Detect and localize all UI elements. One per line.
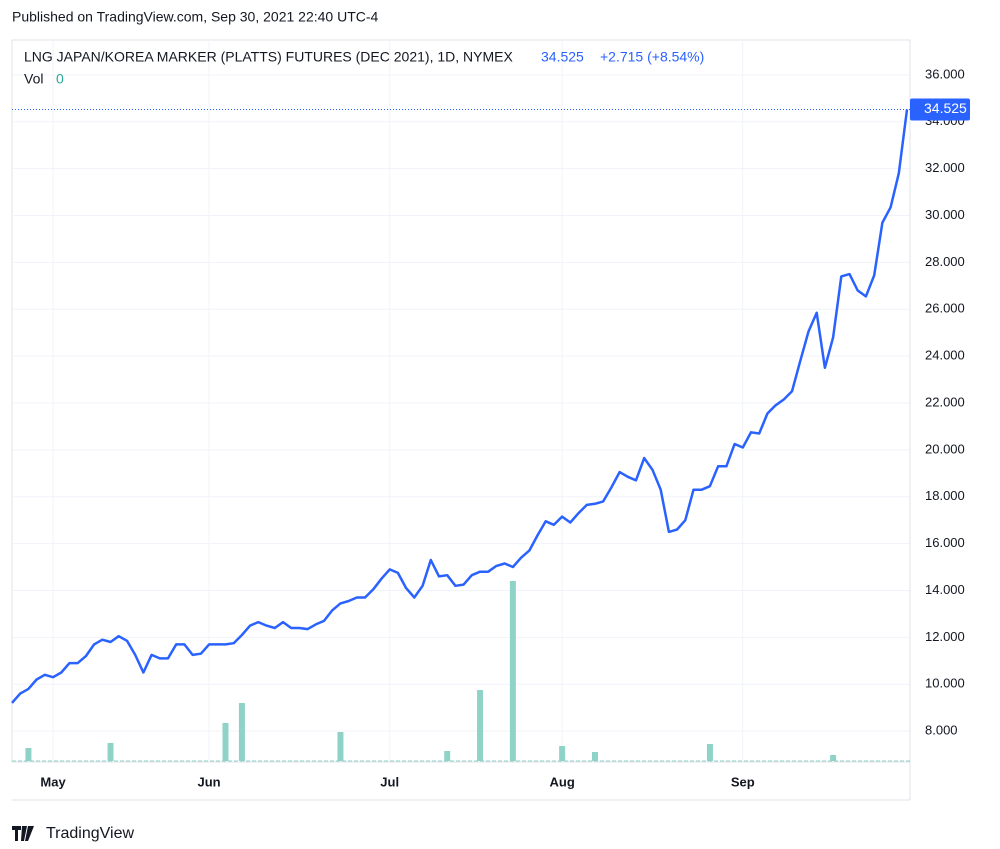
published-note: Published on TradingView.com, Sep 30, 20… (12, 9, 379, 25)
y-tick-label: 18.000 (925, 488, 965, 503)
x-tick-label: May (40, 774, 66, 789)
y-tick-label: 26.000 (925, 301, 965, 316)
volume-bar (337, 732, 344, 761)
volume-value: 0 (56, 71, 64, 87)
price-change: +2.715 (+8.54%) (600, 49, 704, 65)
plot-frame (11, 39, 911, 763)
symbol-title: LNG JAPAN/KOREA MARKER (PLATTS) FUTURES … (24, 49, 513, 65)
y-tick-label: 28.000 (925, 254, 965, 269)
y-tick-label: 14.000 (925, 582, 965, 597)
y-tick-label: 16.000 (925, 535, 965, 550)
volume-bar (222, 723, 229, 761)
y-tick-label: 8.000 (925, 723, 958, 738)
x-tick-label: Jun (198, 774, 221, 789)
volume-bar (591, 752, 598, 761)
x-tick-label: Sep (731, 774, 755, 789)
volume-label: Vol (24, 71, 43, 87)
volume-bar (509, 581, 516, 761)
y-tick-label: 32.000 (925, 160, 965, 175)
x-tick-label: Jul (380, 774, 399, 789)
y-tick-label: 22.000 (925, 394, 965, 409)
logo-mark (12, 826, 34, 841)
volume-bar (477, 690, 484, 761)
volume-bar (238, 703, 245, 761)
price-tag (910, 98, 970, 121)
price-tag-label: 34.525 (924, 100, 967, 116)
brand-logo (12, 826, 34, 841)
y-tick-label: 36.000 (925, 66, 965, 81)
volume-bar (559, 746, 566, 761)
last-price: 34.525 (541, 49, 584, 65)
y-tick-label: 30.000 (925, 207, 965, 222)
volume-bar (444, 751, 451, 761)
y-tick-label: 10.000 (925, 676, 965, 691)
price-line (11, 109, 909, 704)
grid (12, 40, 910, 762)
brand-logo-text: TradingView (46, 825, 134, 842)
volume-bar (830, 755, 837, 761)
y-tick-label: 20.000 (925, 441, 965, 456)
y-tick-label: 24.000 (925, 348, 965, 363)
volume-bar (107, 743, 114, 761)
volume-bar (706, 744, 713, 761)
y-tick-label: 12.000 (925, 629, 965, 644)
volume-bar (25, 748, 32, 761)
x-tick-label: Aug (549, 774, 574, 789)
